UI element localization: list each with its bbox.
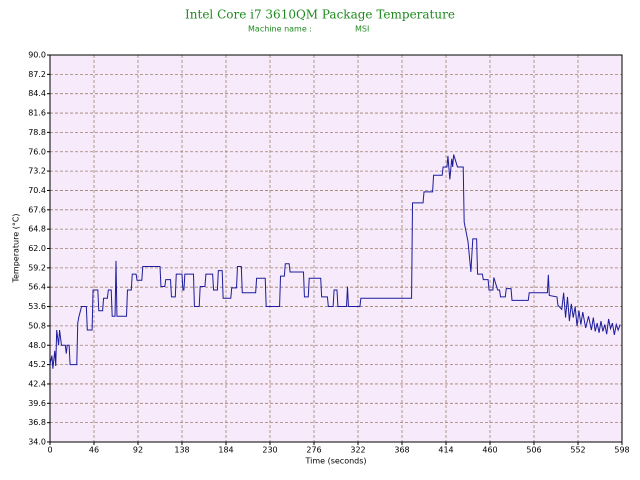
y-tick-label: 53.6: [28, 302, 46, 311]
y-tick-label: 36.8: [28, 418, 46, 427]
y-tick-label: 48.0: [28, 341, 46, 350]
x-tick-label: 414: [438, 446, 453, 455]
y-tick-label: 34.0: [28, 438, 46, 447]
y-tick-label: 67.6: [28, 205, 46, 214]
y-tick-label: 45.2: [28, 360, 46, 369]
x-tick-label: 368: [394, 446, 409, 455]
y-tick-label: 70.4: [28, 186, 46, 195]
x-tick-label: 0: [47, 446, 52, 455]
y-tick-label: 56.4: [28, 283, 46, 292]
temperature-line: [49, 154, 621, 369]
y-tick-label: 59.2: [28, 263, 46, 272]
y-tick-label: 76.0: [28, 147, 46, 156]
x-tick-label: 322: [350, 446, 365, 455]
x-tick-label: 276: [306, 446, 321, 455]
y-tick-label: 90.0: [28, 51, 46, 60]
y-axis-label: Temperature (°C): [12, 213, 21, 283]
y-tick-label: 81.6: [28, 109, 46, 118]
x-tick-label: 230: [262, 446, 277, 455]
y-tick-label: 50.8: [28, 321, 46, 330]
x-tick-label: 460: [482, 446, 497, 455]
y-tick-label: 78.8: [28, 128, 46, 137]
x-tick-label: 598: [614, 446, 629, 455]
y-tick-label: 73.2: [28, 167, 46, 176]
x-tick-label: 506: [526, 446, 541, 455]
x-axis-label: Time (seconds): [304, 457, 366, 466]
subtitle-value: MSI: [355, 25, 369, 34]
x-tick-label: 92: [133, 446, 143, 455]
y-tick-label: 42.4: [28, 379, 46, 388]
y-tick-label: 87.2: [28, 70, 46, 79]
x-tick-label: 138: [174, 446, 189, 455]
y-tick-label: 62.0: [28, 244, 46, 253]
subtitle-label: Machine name :: [248, 25, 312, 34]
chart-title: Intel Core i7 3610QM Package Temperature: [185, 8, 455, 22]
plot-border: [49, 54, 623, 443]
y-tick-label: 84.4: [28, 89, 46, 98]
y-tick-label: 39.6: [28, 399, 46, 408]
y-tick-label: 64.8: [28, 225, 46, 234]
x-tick-label: 552: [570, 446, 585, 455]
x-tick-label: 184: [218, 446, 233, 455]
x-tick-label: 46: [89, 446, 99, 455]
